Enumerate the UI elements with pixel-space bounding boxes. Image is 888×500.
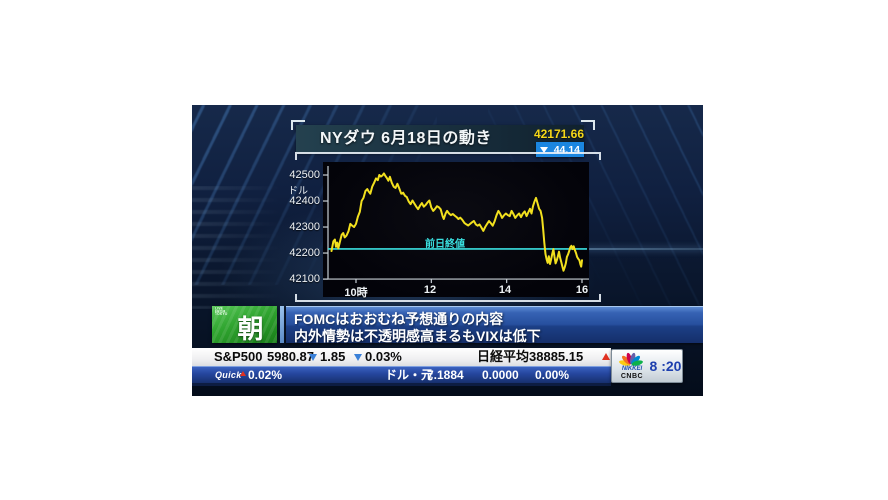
sp500-change-pct: 0.03% [365, 349, 402, 364]
badge-texture [212, 306, 277, 343]
sp500-symbol: S&P500 [214, 349, 263, 364]
headline-banner: FOMCはおおむね予想通りの内容 内外情勢は不透明感高まるもVIXは低下 [286, 306, 703, 344]
chart-frame-bottom [295, 294, 601, 302]
chart-title: NYダウ 6月18日の動き [320, 130, 492, 147]
y-tick-label: 42400 [289, 195, 320, 207]
cnbc-brand-label: CNBC [620, 373, 644, 380]
x-tick-label: 10時 [344, 287, 368, 299]
nikkei-brand-label: NIKKEI [621, 366, 643, 372]
y-tick-label: 42200 [289, 247, 320, 259]
nbc-peacock-icon [619, 352, 643, 366]
ticker-row-fx: Quick 0.02% ドル・元 7.1884 0.0000 0.00% [192, 366, 611, 383]
live-from-tokyo-label: LIVE FROM TOKYO [215, 307, 228, 317]
headline-line-2: 内外情勢は不透明感高まるもVIXは低下 [294, 328, 541, 344]
down-triangle-icon [354, 354, 362, 361]
y-tick-label: 42500 [289, 169, 320, 181]
down-triangle-icon [540, 146, 548, 153]
banner-separator [280, 306, 284, 343]
x-tick-label: 12 [423, 284, 437, 296]
y-axis-unit-label: ドル [288, 186, 308, 197]
fx-pair-label: ドル・元 [385, 368, 434, 382]
headline-line-1: FOMCはおおむね予想通りの内容 [294, 311, 504, 327]
channel-clock-bug: NIKKEI CNBC 8 :20 [611, 349, 683, 383]
fx-change: 0.0000 [482, 368, 519, 382]
dow-price-line [330, 172, 583, 272]
x-tick-label: 14 [498, 284, 512, 296]
ticker-row-indices: S&P500 5980.87 1.85 0.03% 日経平均 38885.15 [192, 348, 611, 366]
prev-close-label: 前日終値 [425, 239, 465, 250]
clock-time: 8 :20 [649, 358, 682, 374]
fx-change-pct: 0.00% [535, 368, 570, 382]
quick-change-pct: 0.02% [248, 368, 283, 382]
morning-badge: LIVE FROM TOKYO 朝 [212, 306, 277, 344]
studio-desk-left [192, 186, 295, 309]
x-tick-label: 16 [575, 284, 589, 296]
quick-logo: Quick [215, 370, 242, 380]
chart-plot-area [323, 162, 589, 297]
y-tick-label: 42100 [289, 273, 320, 285]
nikkei-price: 38885.15 [529, 349, 584, 364]
y-tick-label: 42300 [289, 221, 320, 233]
ticker-bottom-edge [192, 383, 611, 386]
chart-frame-top [295, 152, 601, 160]
broadcast-frame: NYダウ 6月18日の動き 42171.66 44.14 42500 42400… [192, 105, 703, 396]
nikkei-symbol: 日経平均 [477, 349, 530, 364]
sp500-price: 5980.87 [267, 349, 314, 364]
up-triangle-icon [602, 353, 610, 360]
dow-last-price: 42171.66 [533, 127, 584, 141]
down-triangle-icon [309, 354, 317, 361]
up-triangle-icon [240, 371, 246, 376]
morning-kanji: 朝 [237, 314, 264, 344]
sp500-change: 1.85 [320, 349, 346, 364]
dow-intraday-chart [323, 166, 589, 284]
frame-corner-icon [581, 120, 595, 130]
fx-rate: 7.1884 [427, 368, 464, 382]
frame-corner-icon [291, 120, 305, 130]
